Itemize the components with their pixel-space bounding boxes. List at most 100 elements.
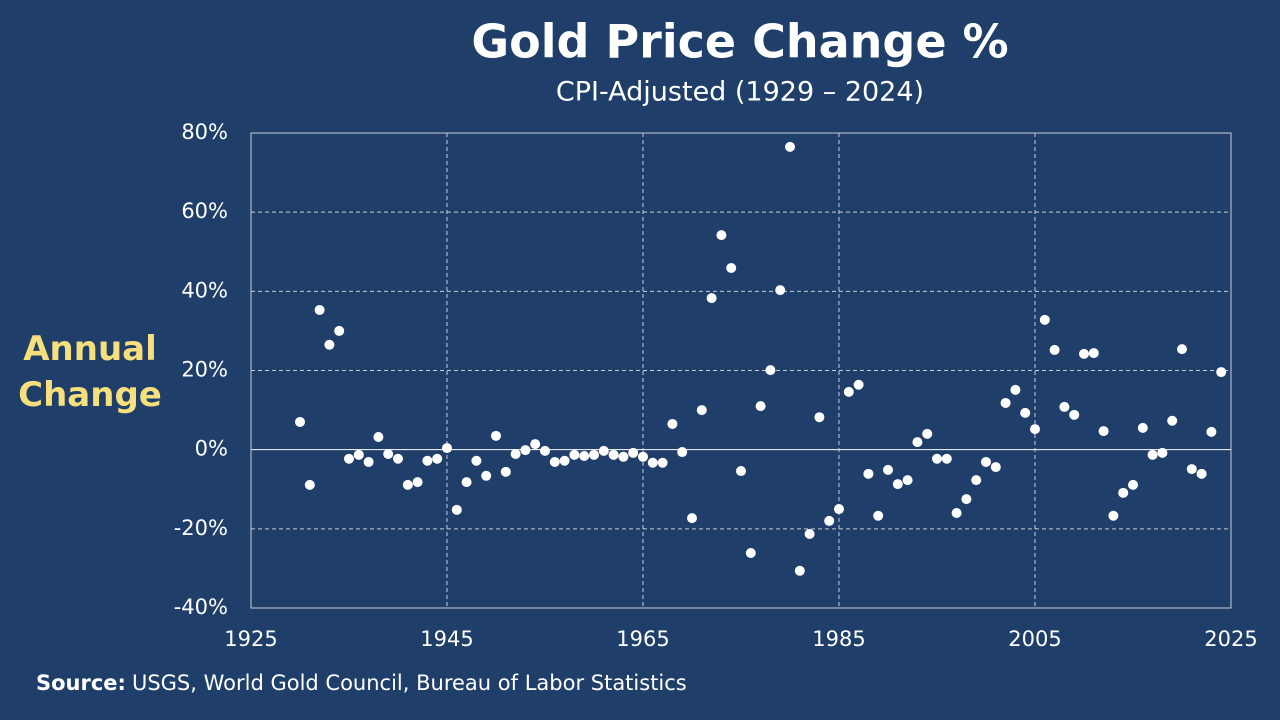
point	[726, 262, 737, 273]
point	[892, 479, 903, 490]
point	[853, 379, 864, 390]
point	[628, 447, 639, 458]
source-text: USGS, World Gold Council, Bureau of Labo…	[132, 671, 687, 695]
point	[971, 475, 982, 486]
point	[1128, 479, 1138, 490]
point	[1088, 348, 1099, 359]
point	[344, 453, 354, 464]
point	[814, 412, 825, 423]
point	[422, 455, 433, 466]
point	[1118, 487, 1129, 498]
point	[902, 475, 913, 486]
point	[295, 416, 305, 427]
point	[520, 445, 531, 456]
point	[677, 447, 688, 458]
y-tick-label: 40%	[181, 278, 228, 302]
point	[922, 428, 933, 439]
x-tick-label: 1925	[224, 627, 277, 651]
point	[883, 464, 893, 475]
point	[589, 449, 599, 460]
point	[491, 430, 501, 441]
point	[1049, 344, 1060, 355]
point	[324, 339, 335, 350]
x-tick-label: 2025	[1204, 627, 1257, 651]
point	[461, 477, 472, 488]
y-tick-label: -20%	[174, 516, 228, 540]
point	[951, 508, 962, 518]
point	[471, 455, 482, 466]
point	[1030, 424, 1040, 435]
point	[1059, 401, 1070, 412]
point	[775, 285, 786, 296]
point	[981, 456, 991, 467]
y-axis-label: Annual Change	[18, 329, 162, 415]
x-tick-label: 1985	[812, 627, 865, 651]
point	[393, 453, 403, 464]
point	[794, 565, 805, 576]
point	[569, 449, 580, 460]
point	[696, 405, 707, 416]
point	[530, 439, 541, 450]
point	[1098, 426, 1109, 437]
source: Source: USGS, World Gold Council, Bureau …	[36, 671, 687, 695]
point	[1010, 384, 1021, 395]
point	[481, 470, 492, 481]
point	[863, 468, 874, 479]
point	[579, 451, 590, 461]
point	[912, 437, 923, 448]
y-tick-label: 20%	[181, 358, 228, 382]
point	[1186, 464, 1197, 475]
point	[1157, 447, 1168, 458]
point	[687, 513, 697, 524]
x-tick-label: 1965	[616, 627, 669, 651]
point	[745, 547, 756, 558]
point	[383, 449, 394, 460]
point	[667, 418, 678, 429]
y-tick-label: 0%	[195, 437, 228, 461]
y-tick-label: 60%	[181, 199, 228, 223]
y-tick-label: 80%	[181, 120, 228, 144]
x-tick-label: 1945	[420, 627, 473, 651]
point	[1137, 422, 1148, 433]
point	[961, 494, 972, 505]
point	[785, 141, 795, 152]
point	[1079, 348, 1089, 359]
point	[647, 457, 658, 468]
point	[1177, 344, 1187, 355]
point	[990, 462, 1001, 473]
point	[1020, 407, 1031, 418]
point	[873, 510, 884, 521]
x-tick-label: 2005	[1008, 627, 1061, 651]
point	[824, 515, 835, 526]
point	[432, 453, 443, 464]
point	[510, 449, 521, 460]
point	[843, 386, 854, 397]
point	[941, 453, 952, 464]
point	[657, 457, 668, 468]
point	[834, 504, 844, 515]
point	[932, 453, 942, 464]
point	[363, 456, 374, 467]
point	[608, 449, 619, 460]
point	[314, 304, 325, 315]
point	[736, 466, 746, 477]
point	[716, 230, 727, 241]
point	[598, 445, 609, 456]
y-tick-label: -40%	[174, 595, 228, 619]
point	[804, 528, 815, 539]
point	[1147, 449, 1158, 460]
point	[1000, 397, 1011, 408]
point	[559, 455, 570, 466]
point	[353, 449, 364, 460]
point	[765, 365, 776, 376]
point	[402, 479, 413, 490]
point	[304, 479, 315, 490]
point	[540, 445, 550, 456]
point	[638, 451, 648, 462]
point	[334, 325, 345, 336]
point	[442, 443, 452, 454]
point	[1108, 510, 1119, 521]
point	[1196, 468, 1207, 479]
point	[706, 293, 717, 304]
